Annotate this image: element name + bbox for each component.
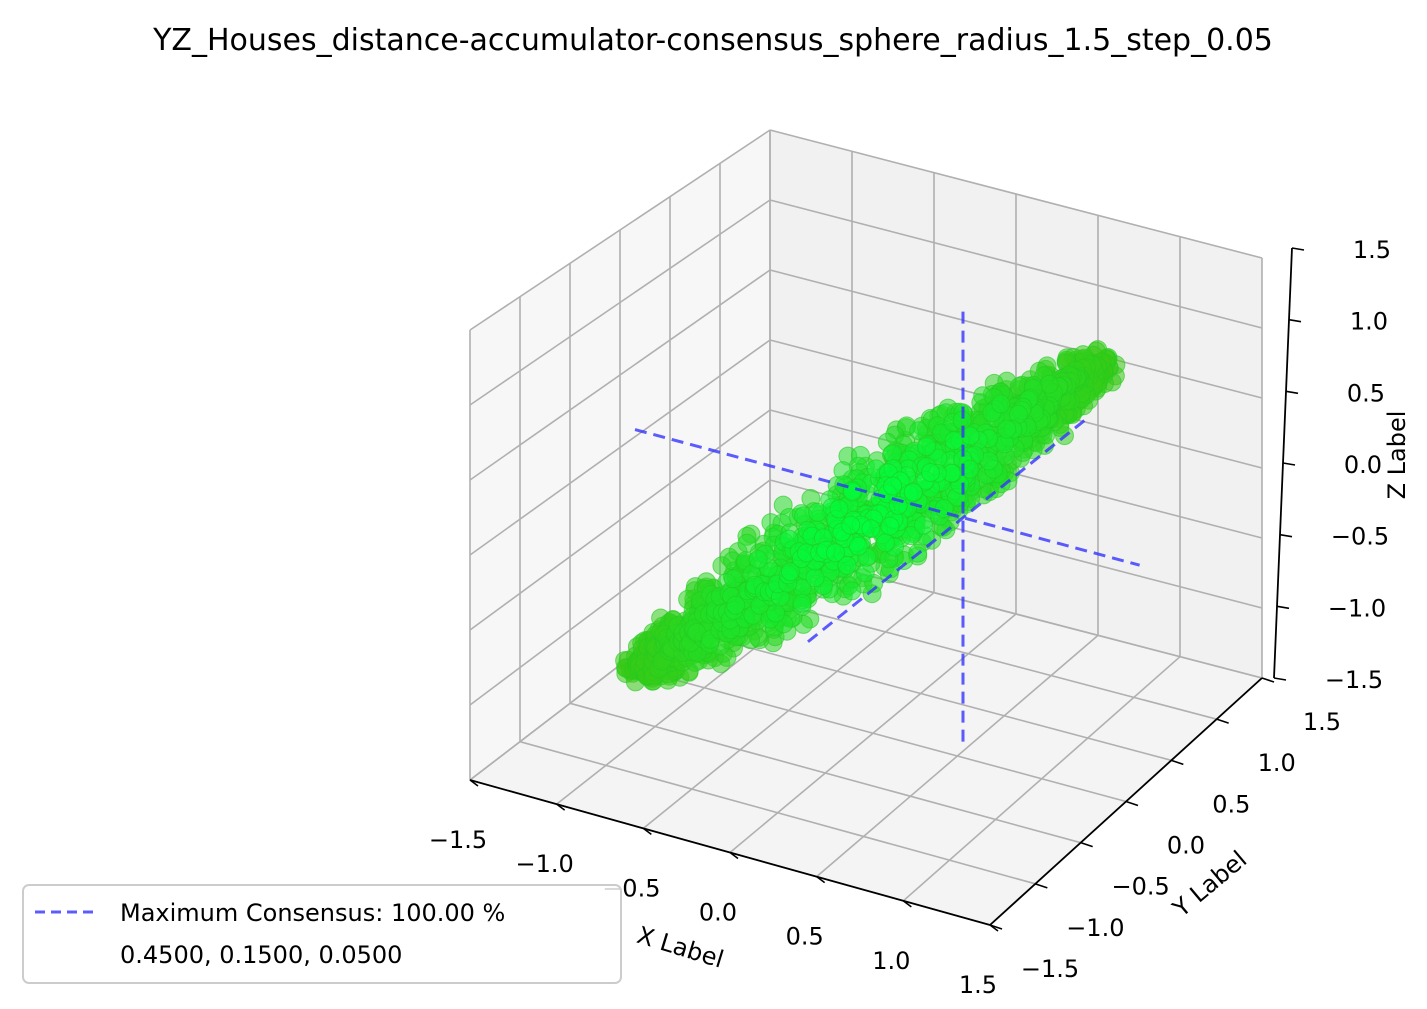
- x-tick-label: 1.0: [872, 947, 910, 975]
- tick-marks: −1.5−1.5−1.5−1.0−1.0−1.0−0.5 −0.5−0.50.00…: [429, 236, 1391, 999]
- y-tick-mark: [1216, 718, 1229, 724]
- x-tick-label: −1.5: [429, 826, 487, 854]
- z-tick-mark: [1285, 390, 1299, 395]
- z-tick-mark: [1288, 318, 1302, 323]
- scatter-point: [991, 394, 1011, 414]
- scatter-point: [737, 533, 757, 553]
- x-tick-mark: [469, 779, 479, 787]
- x-tick-label: 0.5: [786, 923, 824, 951]
- back-grid-z: [769, 129, 1263, 259]
- scatter-point: [829, 499, 849, 519]
- scatter-point: [855, 563, 875, 583]
- z-axis-label: Z Label: [1383, 411, 1411, 500]
- consensus-line-y: [807, 415, 1091, 643]
- y-tick-label: 0.0: [1167, 832, 1205, 860]
- left-grid-z: [469, 199, 771, 406]
- z-tick-label: 1.5: [1353, 236, 1391, 264]
- y-tick-mark: [1125, 800, 1139, 807]
- scatter-point: [780, 562, 800, 582]
- x-axis-label: X Label: [634, 921, 727, 974]
- z-tick-mark: [1282, 462, 1296, 466]
- z-tick-label: 1.0: [1350, 308, 1388, 336]
- scatter-point: [883, 476, 903, 496]
- consensus-line-x: [634, 428, 1140, 567]
- y-tick-mark: [1171, 759, 1184, 766]
- scatter-point: [726, 595, 746, 615]
- left-grid-z: [469, 129, 771, 331]
- z-tick-label: −0.5: [1331, 523, 1389, 551]
- x-tick-mark: [902, 900, 912, 908]
- z-tick-mark: [1276, 605, 1290, 610]
- back-grid-z: [769, 199, 1263, 329]
- z-tick-mark: [1273, 677, 1287, 681]
- scatter-point: [748, 549, 768, 569]
- x-tick-label: −1.0: [516, 850, 574, 878]
- legend: Maximum Consensus: 100.00 % 0.4500, 0.15…: [22, 884, 622, 984]
- y-tick-label: 1.5: [1303, 708, 1341, 736]
- scatter-point: [880, 516, 900, 536]
- y-tick-label: 0.5: [1212, 790, 1250, 818]
- y-tick-mark: [1080, 841, 1093, 848]
- scatter-point: [909, 421, 929, 441]
- legend-box: [22, 884, 622, 984]
- z-tick-label: −1.5: [1325, 666, 1383, 694]
- y-tick-label: −1.0: [1066, 914, 1124, 942]
- scatter-point: [913, 515, 933, 535]
- scatter-point: [944, 431, 964, 451]
- scatter-point: [921, 463, 940, 482]
- scatter-point: [837, 556, 857, 575]
- x-tick-label: 1.5: [959, 971, 997, 999]
- z-tick-mark: [1291, 247, 1305, 251]
- x-tick-mark: [816, 876, 826, 884]
- scatter-point: [766, 603, 786, 623]
- scatter-points: [615, 340, 1126, 692]
- y-tick-label: 1.0: [1258, 749, 1296, 777]
- scatter-point: [917, 437, 936, 457]
- scatter-point: [848, 536, 868, 556]
- z-tick-label: 0.5: [1347, 379, 1385, 407]
- scatter-point: [805, 568, 825, 588]
- scatter-point: [841, 515, 861, 535]
- y-tick-mark: [1035, 883, 1048, 889]
- scatter-point: [997, 419, 1017, 439]
- scatter-point: [779, 529, 799, 549]
- x-tick-label: 0.0: [699, 899, 737, 927]
- chart-title: YZ_Houses_distance-accumulator-consensus…: [152, 23, 1273, 58]
- x-tick-mark: [556, 803, 566, 811]
- scatter-point: [903, 482, 923, 502]
- scatter-point: [861, 519, 881, 539]
- z-tick-label: 0.0: [1344, 451, 1382, 479]
- scatter-point: [792, 593, 812, 613]
- z-tick-mark: [1279, 533, 1293, 538]
- z-tick-label: −1.0: [1328, 594, 1386, 622]
- scatter-point: [825, 543, 845, 563]
- x-tick-mark: [989, 924, 999, 932]
- legend-sublabel: 0.4500, 0.1500, 0.0500: [120, 941, 402, 969]
- x-tick-mark: [642, 827, 652, 835]
- scatter-point: [842, 581, 862, 601]
- x-tick-mark: [729, 851, 739, 860]
- y-tick-label: −1.5: [1021, 955, 1079, 983]
- consensus-lines: [634, 308, 1140, 742]
- y-tick-mark: [1261, 677, 1275, 683]
- y-tick-label: −0.5: [1112, 873, 1170, 901]
- legend-label: Maximum Consensus: 100.00 %: [120, 899, 505, 927]
- scatter-point: [723, 569, 743, 589]
